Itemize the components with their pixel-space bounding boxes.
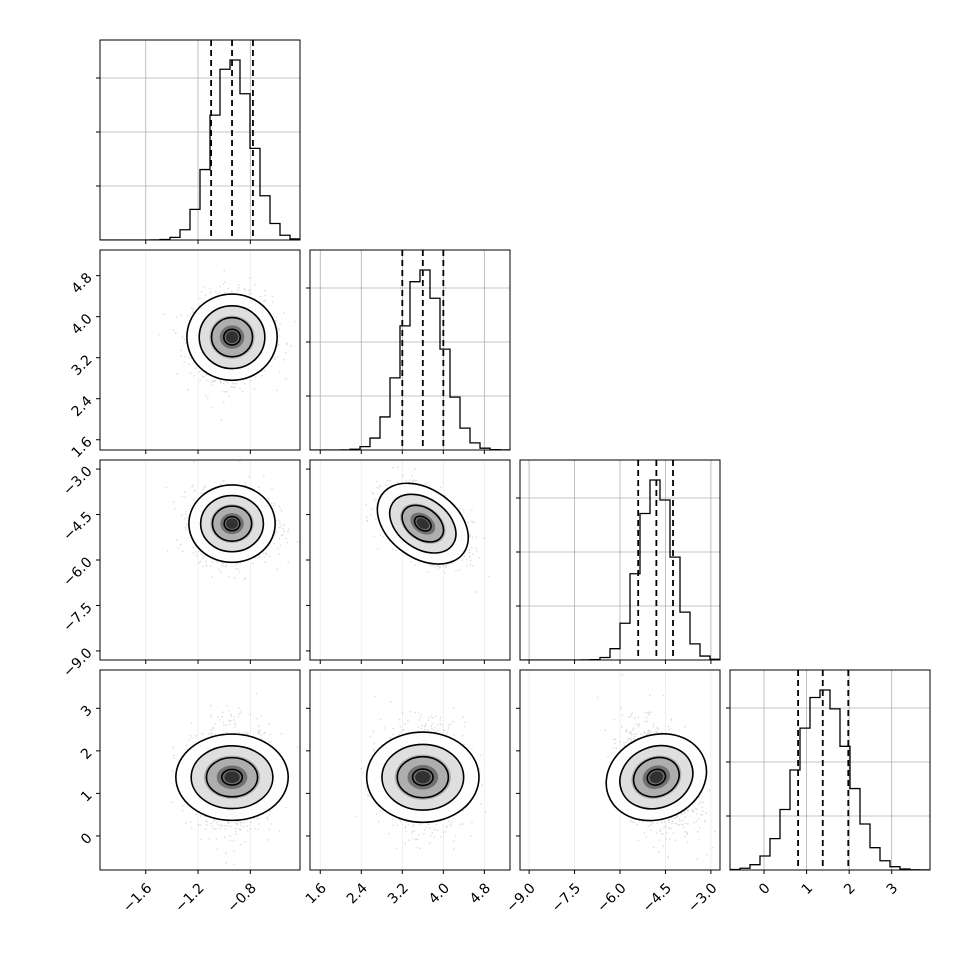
density-level-4 [225,331,239,344]
contour-1 [388,493,457,554]
density-level-4 [415,771,431,784]
panel-1-0: 1.6 2.4 3.2 4.0 4.8 [69,249,301,461]
panel-frame [519,459,721,661]
contour-0 [175,733,289,822]
y-tick-label: 3.2 [69,352,96,379]
y-tick-label: −9.0 [60,645,95,680]
panel-1-1 [306,249,511,454]
x-tick-label: −0.8 [225,880,260,915]
y-tick-label: 2 [78,745,96,763]
panel-frame [729,669,931,871]
y-tick-label: 4.0 [69,311,96,338]
contour-2 [205,756,259,798]
x-tick-label: −1.2 [172,880,207,915]
contour-0 [376,482,470,565]
panel-3-3: 0 1 2 3 [726,669,931,898]
panel-2-1 [306,459,511,664]
histogram-0 [100,59,300,240]
contour-3 [223,328,242,346]
y-tick-label: −4.5 [60,509,95,544]
x-tick-label: −6.0 [594,880,629,915]
x-tick-label: 0 [756,880,774,898]
y-tick-label: 1 [78,788,96,806]
x-tick-label: −1.6 [120,880,155,915]
contour-0 [186,293,278,382]
y-tick-label: −7.5 [60,600,95,635]
x-tick-label: 2 [841,880,859,898]
panel-0-0 [96,39,301,244]
contour-1 [619,744,694,810]
contour-2 [211,505,253,543]
panel-frame [99,249,301,451]
contour-1 [381,743,465,811]
y-tick-label: −3.0 [60,463,95,498]
x-tick-label: −9.0 [503,880,538,915]
panel-frame [99,459,301,661]
x-tick-label: −4.5 [640,880,675,915]
contour-3 [646,768,667,786]
x-tick-label: 1.6 [303,880,330,907]
x-tick-label: 4.0 [426,880,453,907]
x-tick-label: 3 [884,880,902,898]
y-tick-label: 4.8 [69,270,96,297]
panel-frame [309,249,511,451]
contour-3 [413,515,432,532]
x-tick-label: −3.0 [685,880,720,915]
y-tick-label: 0 [78,830,96,848]
histogram-3 [730,689,930,870]
panel-3-2: −9.0 −7.5 −6.0 −4.5 −3.0 [503,669,721,916]
panel-frame [309,669,511,871]
contour-1 [199,494,265,553]
panel-frame [309,459,511,661]
scatter-points [354,695,487,850]
contour-2 [396,755,450,799]
density-level-4 [224,771,240,784]
panel-2-2 [516,459,721,664]
contour-3 [221,768,244,786]
x-tick-label: 4.8 [467,880,494,907]
density-level-4 [649,771,664,784]
panel-frame [99,669,301,871]
panel-2-0: −9.0 −7.5 −6.0 −4.5 −3.0 [60,459,301,681]
contour-1 [198,305,266,370]
histogram-1 [310,269,510,450]
contour-2 [401,504,445,543]
density-level-4 [226,518,238,529]
contour-0 [365,731,480,824]
y-tick-label: 1.6 [69,434,96,461]
density-level-4 [416,518,430,530]
contour-3 [223,515,241,532]
x-tick-label: −7.5 [549,880,584,915]
contour-3 [411,768,434,787]
x-tick-label: 3.2 [385,880,412,907]
y-tick-label: −6.0 [60,554,95,589]
panel-frame [99,39,301,241]
panel-frame [519,669,721,871]
contour-1 [190,745,274,810]
x-tick-label: 1 [799,880,817,898]
contour-2 [632,756,680,798]
y-tick-label: 3 [78,703,96,721]
contour-0 [188,484,276,564]
y-tick-label: 2.4 [69,393,96,420]
panel-3-0: 0 1 2 3 −1.6 −1.2 −0.8 [78,669,301,916]
contour-2 [210,316,254,358]
x-tick-label: 2.4 [344,880,371,907]
panel-3-1: 1.6 2.4 3.2 4.0 4.8 [303,669,511,907]
contour-0 [605,733,708,822]
